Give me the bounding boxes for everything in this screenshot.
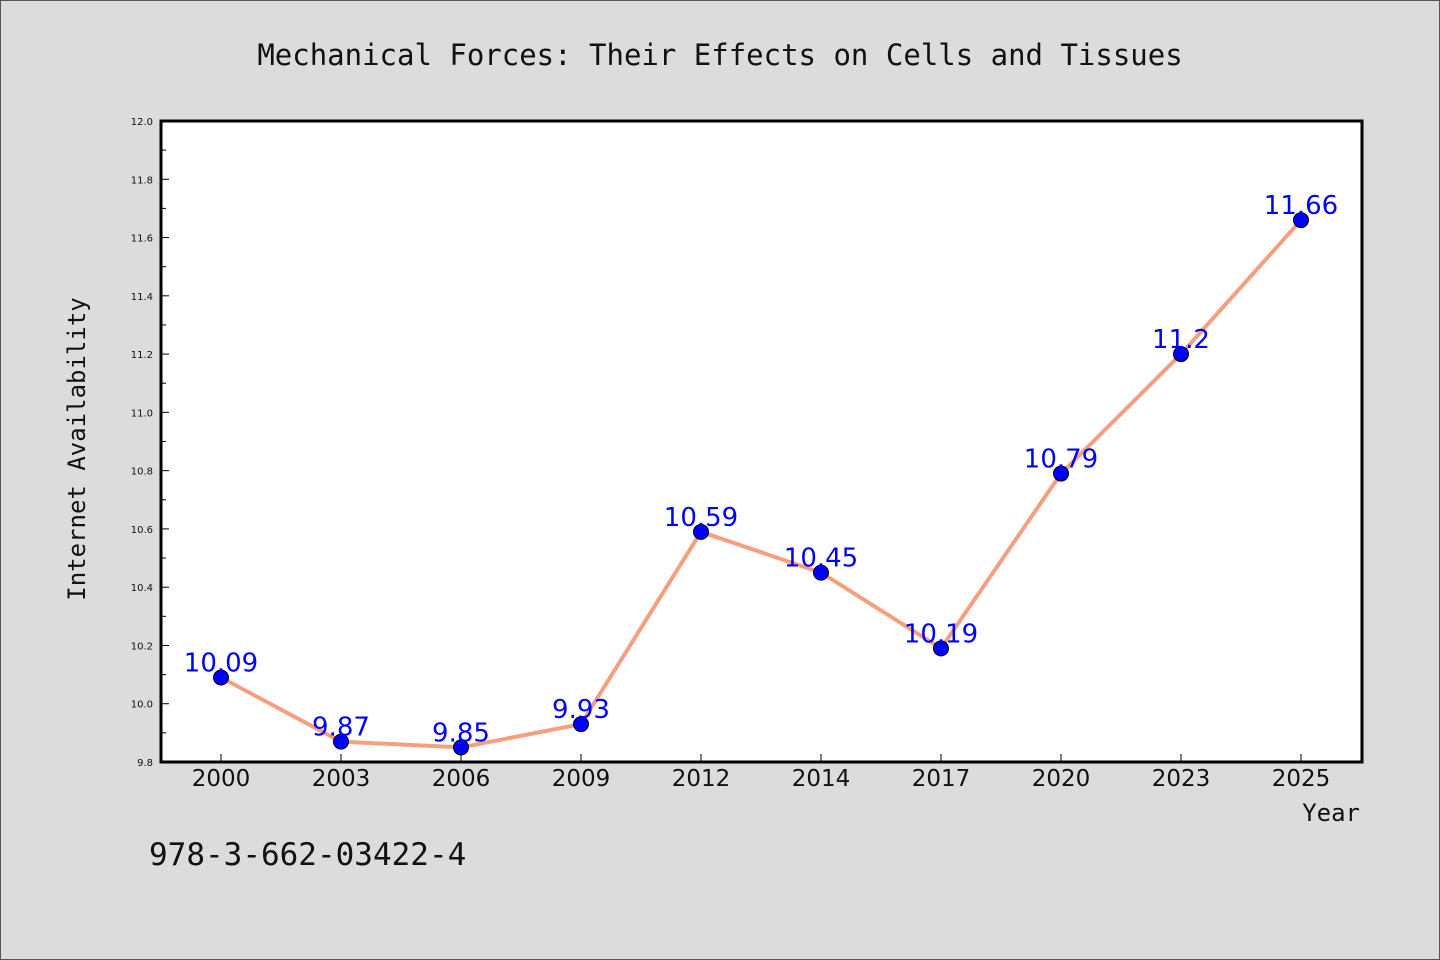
data-point [1053,465,1069,482]
data-point [573,716,589,733]
data-label: 10.19 [904,619,978,649]
data-point [933,640,949,657]
isbn-footer: 978-3-662-03422-4 [149,837,466,873]
y-axis-ticks: 9.8 10.0 10.2 10.4 10.6 10.8 11.0 11.2 11.4 11.6 1… [131,117,169,769]
plot-area [159,119,1364,764]
x-tick-label: 2023 [1152,766,1211,792]
x-tick-label: 2003 [312,766,371,792]
y-tick-label: 11.0 [131,408,153,419]
x-tick-label: 2000 [192,766,251,792]
y-tick-label: 11.2 [131,350,153,361]
x-axis-label: Year [1302,799,1360,827]
data-label: 10.45 [784,544,858,574]
data-point [693,523,709,540]
chart-title: Mechanical Forces: Their Effects on Cell… [257,38,1182,72]
y-tick-label: 10.6 [131,525,153,536]
x-tick-label: 2017 [912,766,971,792]
data-point [1173,346,1189,363]
y-tick-label: 10.0 [131,700,153,711]
x-tick-label: 2025 [1272,766,1331,792]
y-tick-label: 9.8 [137,758,153,769]
data-label: 11.66 [1264,191,1338,221]
x-tick-label: 2006 [432,766,491,792]
data-point [333,733,349,750]
data-label: 9.93 [552,695,610,725]
data-label: 10.79 [1024,445,1098,475]
y-tick-label: 10.4 [131,583,153,594]
y-tick-label: 11.6 [131,234,153,245]
data-point [1293,212,1309,229]
x-tick-label: 2012 [672,766,731,792]
y-axis-label: Internet Availability [63,297,91,600]
data-label: 10.09 [184,649,258,679]
data-point [213,669,229,686]
y-tick-label: 11.8 [131,175,153,186]
series-layer: 10.09 9.87 9.85 9.93 10.59 10.45 10.19 10.79 11.… [184,191,1338,756]
y-tick-label: 10.2 [131,641,153,652]
data-point [813,564,829,581]
data-label: 10.59 [664,503,738,533]
y-tick-label: 12.0 [131,117,153,128]
y-tick-label: 10.8 [131,467,153,478]
x-tick-label: 2014 [792,766,851,792]
data-label: 9.85 [432,718,490,748]
series-line [220,218,1303,750]
data-point [453,739,469,756]
y-tick-label: 11.4 [131,292,153,303]
x-axis-ticks: 2000 2003 2006 2009 2012 2014 2017 2020 2023 2025 [192,754,1331,792]
data-label: 11.2 [1152,325,1210,355]
data-label: 9.87 [312,713,370,743]
x-tick-label: 2020 [1032,766,1091,792]
x-tick-label: 2009 [552,766,611,792]
